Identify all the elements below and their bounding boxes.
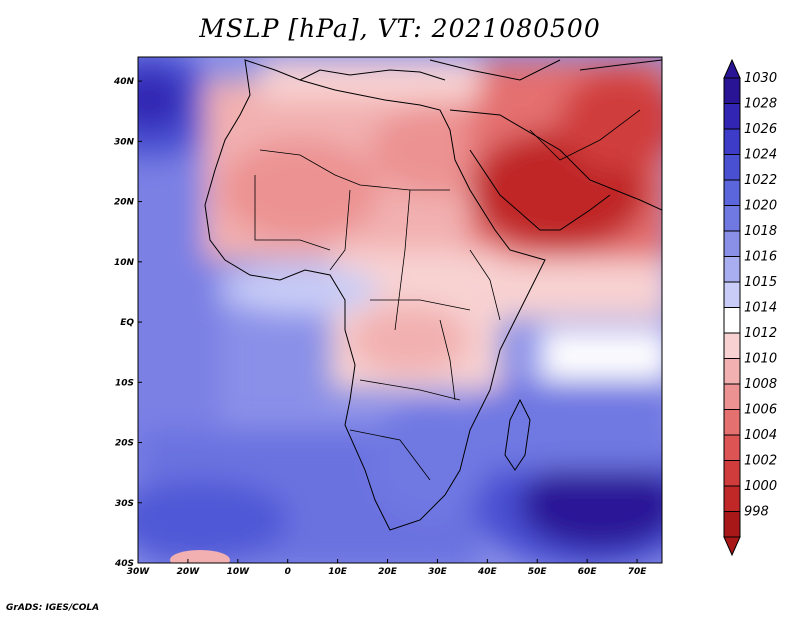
lon-tick-label: 20E [378, 567, 398, 577]
colorbar-label: 1018 [744, 224, 777, 239]
colorbar-label: 1030 [744, 71, 777, 86]
lon-tick-label: 0 [285, 567, 291, 577]
colorbar-label: 1015 [744, 275, 777, 290]
colorbar-swatch [723, 307, 741, 334]
colorbar-swatch [723, 230, 741, 257]
plot-frame [137, 56, 663, 564]
colorbar-swatch [723, 179, 741, 206]
colorbar-swatch [723, 103, 741, 130]
colorbar-label: 1008 [744, 377, 777, 392]
colorbar-swatch [723, 511, 741, 538]
colorbar-label: 1028 [744, 97, 777, 112]
colorbar-label: 1010 [744, 352, 777, 367]
colorbar-label: 1024 [744, 148, 777, 163]
lat-tick-label: 20S [115, 439, 134, 449]
lon-tick-label: 10W [227, 567, 251, 577]
lat-tick-label: 20N [114, 198, 135, 208]
lon-tick-label: 20W [177, 567, 201, 577]
lon-tick-label: 60E [578, 567, 598, 577]
colorbar-label: 1014 [744, 301, 777, 316]
colorbar-label: 1016 [744, 250, 777, 265]
lat-axis: 40N 30N 20N 10N EQ 10S 20S 30S 40S [113, 77, 142, 569]
colorbar-label: 1006 [744, 403, 777, 418]
lon-tick-label: 40E [477, 567, 498, 577]
colorbar-swatch [723, 256, 741, 283]
colorbar-swatch [723, 358, 741, 385]
colorbar-label: 998 [744, 505, 769, 520]
colorbar-label: 1012 [744, 326, 777, 341]
colorbar-swatch [723, 460, 741, 487]
colorbar-label: 1004 [744, 428, 777, 443]
colorbar-swatch [723, 77, 741, 104]
colorbar-swatch [723, 128, 741, 155]
pressure-field [138, 57, 662, 563]
lat-tick-label: 30S [115, 499, 134, 509]
colorbar-swatch [723, 409, 741, 436]
lat-tick-label: EQ [120, 318, 134, 328]
colorbar: 1030 1028 1026 1024 1022 1020 1018 1016 1015 1014… [723, 58, 777, 557]
colorbar-swatch [723, 332, 741, 359]
colorbar-swatch [723, 383, 741, 410]
colorbar-label: 1022 [744, 173, 777, 188]
colorbar-swatch [723, 485, 741, 512]
footer-credit: GrADS: IGES/COLA [6, 603, 100, 613]
borders [254, 109, 641, 481]
colorbar-label: 1000 [744, 479, 777, 494]
colorbar-bottom-arrow [723, 536, 741, 557]
lon-tick-label: 70E [628, 567, 648, 577]
lat-tick-label: 10S [115, 378, 134, 388]
lon-tick-label: 30E [428, 567, 448, 577]
colorbar-swatch [723, 434, 741, 461]
colorbar-label: 1026 [744, 122, 777, 137]
coastlines [204, 59, 662, 531]
colorbar-label: 1020 [744, 199, 777, 214]
lon-tick-label: 50E [528, 567, 548, 577]
colorbar-label: 1002 [744, 454, 777, 469]
colorbar-swatch [723, 281, 741, 308]
colorbar-swatch [723, 154, 741, 181]
lon-tick-label: 10E [328, 567, 348, 577]
lat-tick-label: 40N [113, 77, 135, 87]
lon-tick-label: 30W [127, 567, 151, 577]
map-title: MSLP [hPa], VT: 2021080500 [199, 14, 601, 43]
lat-tick-label: 10N [114, 258, 135, 268]
colorbar-top-arrow [723, 58, 741, 79]
lat-tick-label: 30N [114, 137, 135, 147]
colorbar-swatch [723, 205, 741, 232]
lon-axis: 30W 20W 10W 0 10E 20E 30E 40E 50E 60E 70E [127, 559, 647, 577]
lat-tick-label: 40S [114, 559, 134, 569]
